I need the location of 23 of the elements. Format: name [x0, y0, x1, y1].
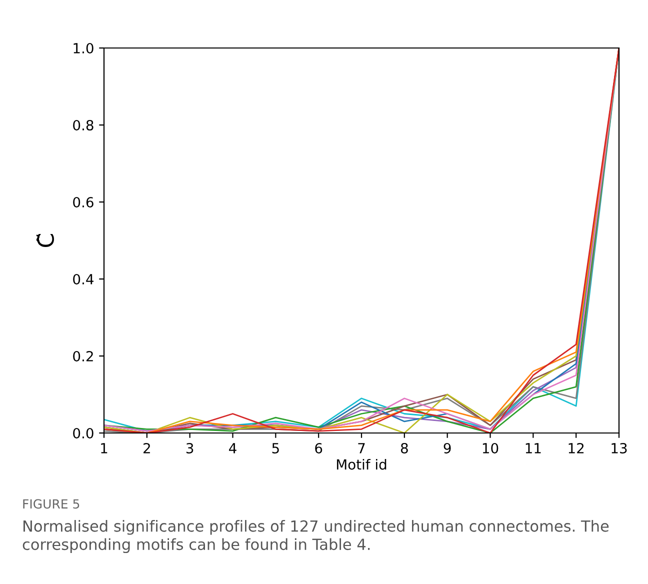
x-tick-label: 10 [482, 442, 498, 454]
x-tick-label: 11 [526, 443, 541, 454]
y-tick-label: 1.0 [74, 42, 94, 54]
y-tick-label: 0.2 [73, 350, 93, 362]
x-tick-label: 5 [272, 443, 279, 454]
y-tick-label: 0.0 [73, 428, 94, 438]
x-tick-label: 12 [568, 442, 584, 454]
y-tick-label: 0.4 [73, 274, 94, 284]
y-axis-title: C̃ [36, 234, 54, 248]
x-tick-label: 8 [400, 442, 408, 454]
x-axis-title: Motif id [336, 458, 386, 470]
x-tick-label: 4 [229, 443, 236, 454]
x-tick-label: 1 [101, 443, 108, 454]
x-tick-label: 6 [315, 442, 322, 454]
caption: FIGURE 5 [23, 499, 80, 509]
x-tick-label: 7 [358, 443, 365, 454]
y-tick-label: 0.6 [73, 196, 94, 208]
text: Normalised significance profiles of 127 undirected human connectomes. The corresponding motifs can be found in Table 4. [22, 520, 609, 554]
x-tick-label: 9 [444, 442, 451, 454]
y-tick-label: 0.8 [73, 120, 94, 130]
x-tick-label: 3 [186, 442, 194, 454]
x-tick-label: 13 [612, 442, 627, 454]
x-tick-label: 2 [144, 442, 150, 454]
